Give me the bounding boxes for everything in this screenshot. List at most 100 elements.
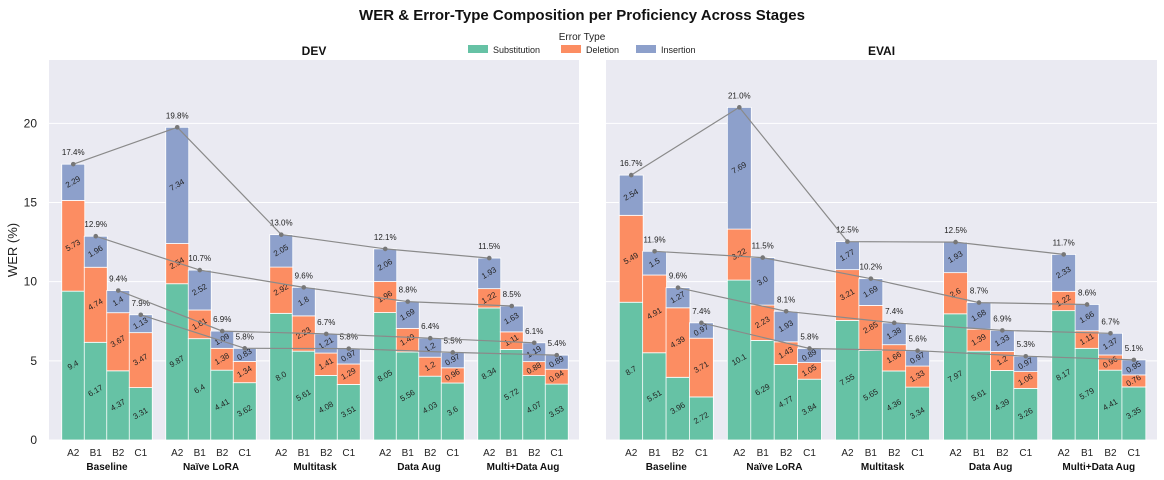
x-tick-label: C1: [1127, 448, 1140, 459]
x-tick-label: B2: [672, 448, 685, 459]
total-label: 16.7%: [620, 159, 643, 168]
total-label: 9.6%: [669, 272, 687, 281]
total-label: 11.5%: [478, 242, 500, 251]
total-label: 17.4%: [62, 148, 85, 157]
total-label: 12.5%: [836, 226, 859, 235]
panel-dev: 05101520DEVBaseline9.45.732.2917.4%A26.1…: [24, 44, 579, 473]
group-label: Data Aug: [397, 462, 441, 473]
x-tick-label: B2: [320, 448, 333, 459]
trend-point: [427, 335, 433, 341]
panel-title: EVAI: [868, 44, 895, 58]
total-label: 11.5%: [752, 242, 774, 251]
x-tick-label: B1: [298, 448, 311, 459]
trend-point: [197, 267, 203, 273]
trend-point: [278, 232, 284, 237]
x-tick-label: C1: [446, 448, 459, 459]
y-tick-label: 0: [30, 433, 37, 447]
x-tick-label: A2: [275, 448, 288, 459]
x-tick-label: B1: [757, 448, 770, 459]
trend-point: [301, 285, 307, 290]
panel-evai: EVAIBaseline8.75.492.5416.7%A25.514.911.…: [606, 44, 1157, 473]
group-label: Naïve LoRA: [746, 462, 802, 473]
group-label: Naïve LoRA: [183, 462, 239, 473]
total-label: 8.1%: [777, 295, 795, 304]
total-label: 11.7%: [1053, 238, 1075, 247]
trend-point: [346, 346, 352, 351]
group-label: Baseline: [646, 462, 688, 473]
total-label: 5.8%: [340, 333, 358, 342]
x-tick-label: B1: [90, 448, 103, 459]
trend-point: [699, 320, 704, 326]
total-label: 5.8%: [800, 332, 818, 341]
trend-point: [675, 285, 681, 290]
trend-point: [915, 348, 920, 354]
x-tick-label: A2: [733, 448, 746, 459]
trend-point: [242, 346, 248, 351]
x-tick-label: C1: [1019, 448, 1032, 459]
legend-swatch-ins: [636, 45, 656, 53]
total-label: 8.6%: [1078, 288, 1096, 297]
x-tick-label: A2: [67, 448, 80, 459]
x-tick-label: B1: [865, 448, 878, 459]
trend-point: [868, 276, 874, 281]
group-label: Multi+Data Aug: [1062, 462, 1135, 473]
total-label: 7.9%: [132, 299, 150, 308]
total-label: 5.3%: [1017, 340, 1035, 349]
trend-point: [486, 255, 492, 261]
x-tick-label: B2: [528, 448, 541, 459]
total-label: 5.5%: [444, 336, 462, 345]
total-label: 5.1%: [1125, 344, 1143, 353]
trend-point: [531, 340, 537, 346]
total-label: 6.7%: [1101, 317, 1119, 326]
group-label: Baseline: [86, 462, 128, 473]
x-tick-label: B1: [973, 448, 986, 459]
group-label: Multi+Data Aug: [487, 462, 560, 473]
x-tick-label: C1: [695, 448, 708, 459]
trend-point: [628, 172, 634, 178]
legend-title: Error Type: [559, 32, 606, 43]
legend-label-del: Deletion: [586, 45, 619, 55]
total-label: 5.4%: [548, 339, 566, 348]
x-tick-label: B2: [780, 448, 793, 459]
x-tick-label: B2: [424, 448, 437, 459]
total-label: 6.9%: [213, 315, 231, 324]
trend-point: [1000, 328, 1005, 333]
panel-title: DEV: [302, 44, 327, 58]
x-tick-label: B1: [194, 448, 207, 459]
x-tick-label: C1: [342, 448, 355, 459]
total-label: 5.6%: [909, 335, 927, 344]
trend-point: [1023, 353, 1029, 359]
trend-point: [845, 239, 850, 244]
x-tick-label: A2: [625, 448, 638, 459]
legend-swatch-del: [561, 45, 581, 53]
trend-point: [1061, 252, 1066, 257]
group-label: Multitask: [293, 462, 337, 473]
trend-point: [509, 303, 515, 309]
total-label: 6.4%: [421, 322, 439, 331]
trend-point: [219, 328, 225, 334]
total-label: 9.6%: [295, 271, 313, 280]
x-tick-label: A2: [379, 448, 392, 459]
trend-point: [323, 331, 329, 337]
x-tick-label: C1: [550, 448, 563, 459]
x-tick-label: A2: [171, 448, 184, 459]
trend-point: [783, 308, 789, 314]
trend-point: [760, 255, 766, 260]
trend-point: [174, 124, 180, 130]
legend-label-ins: Insertion: [661, 45, 696, 55]
total-label: 8.5%: [503, 290, 521, 299]
trend-point: [115, 288, 121, 293]
x-tick-label: B2: [216, 448, 229, 459]
x-tick-label: A2: [1058, 448, 1071, 459]
total-label: 11.9%: [644, 235, 666, 244]
total-label: 6.9%: [993, 314, 1011, 323]
total-label: 5.8%: [236, 332, 254, 341]
trend-point: [70, 161, 76, 167]
total-label: 12.1%: [374, 233, 397, 242]
x-tick-label: C1: [803, 448, 816, 459]
y-tick-label: 15: [24, 196, 38, 210]
trend-point: [737, 105, 742, 110]
trend-point: [953, 239, 958, 245]
x-tick-label: C1: [238, 448, 251, 459]
